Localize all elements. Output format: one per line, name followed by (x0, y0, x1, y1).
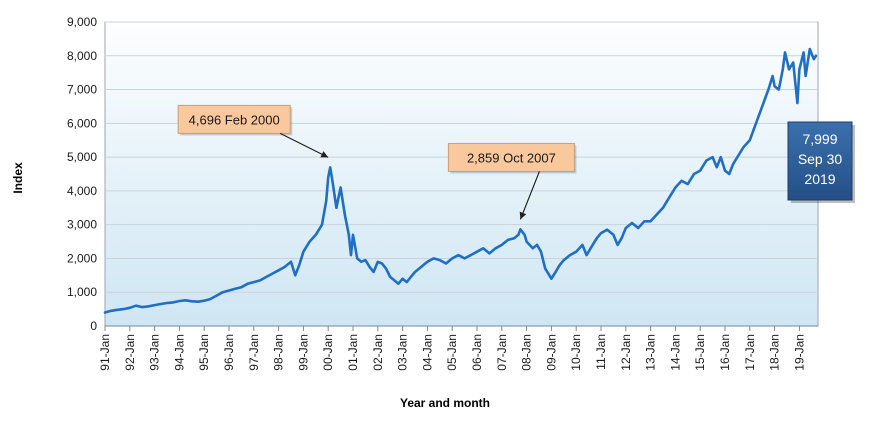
x-tick-label: 15-Jan (693, 334, 707, 371)
callout-box (787, 121, 853, 201)
annotation-arrow (519, 171, 540, 220)
x-tick-label: 12-Jan (619, 334, 633, 371)
y-tick-label: 9,000 (67, 15, 97, 29)
x-tick-label: 05-Jan (445, 334, 459, 371)
x-tick-label: 02-Jan (371, 334, 385, 371)
x-tick-label: 04-Jan (420, 334, 434, 371)
callout-year: 2019 (804, 171, 835, 187)
x-tick-label: 16-Jan (718, 334, 732, 371)
y-tick-label: 0 (90, 319, 97, 333)
y-tick-label: 5,000 (67, 150, 97, 164)
x-tick-label: 03-Jan (396, 334, 410, 371)
plot-area (104, 21, 819, 327)
callout-value: 7,999 (802, 131, 837, 147)
annotation-arrowhead (519, 211, 527, 220)
x-tick-label: 94-Jan (172, 334, 186, 371)
y-tick-label: 1,000 (67, 285, 97, 299)
x-tick-label: 08-Jan (520, 334, 534, 371)
annotation-arrow (279, 132, 329, 158)
x-tick-label: 93-Jan (148, 334, 162, 371)
latest-value-callout: 7,999 Sep 30 2019 (787, 121, 855, 203)
x-tick-label: 99-Jan (296, 334, 310, 371)
y-axis-title: Index (11, 162, 25, 194)
x-tick-label: 95-Jan (197, 334, 211, 371)
x-tick-label: 19-Jan (792, 334, 806, 371)
y-tick-label: 2,000 (67, 251, 97, 265)
callout-date: Sep 30 (798, 151, 843, 167)
x-tick-label: 96-Jan (222, 334, 236, 371)
x-tick-label: 10-Jan (569, 334, 583, 371)
x-tick-label: 97-Jan (247, 334, 261, 371)
series-line-index (103, 47, 818, 314)
x-tick-label: 06-Jan (470, 334, 484, 371)
x-tick-label: 91-Jan (98, 334, 112, 371)
annotation-peak-2007: 2,859 Oct 2007 (447, 142, 577, 220)
x-tick-label: 14-Jan (668, 334, 682, 371)
x-tick-label: 13-Jan (644, 334, 658, 371)
annotation-arrowhead (320, 151, 329, 158)
y-tick-label: 3,000 (67, 218, 97, 232)
x-tick-label: 17-Jan (743, 334, 757, 371)
x-tick-label: 11-Jan (594, 334, 608, 370)
annotation-peak-2000: 4,696 Feb 2000 (177, 104, 329, 158)
annotation-box (447, 142, 575, 172)
x-tick-label: 00-Jan (321, 334, 335, 371)
x-axis-title: Year and month (400, 396, 490, 410)
x-tick-label: 09-Jan (544, 334, 558, 371)
annotation-box (177, 104, 291, 134)
y-tick-label: 7,000 (67, 83, 97, 97)
y-tick-label: 4,000 (67, 184, 97, 198)
x-tick-label: 18-Jan (768, 334, 782, 371)
y-tick-label: 6,000 (67, 116, 97, 130)
x-tick-label: 01-Jan (346, 334, 360, 371)
annotation-label: 4,696 Feb 2000 (189, 112, 280, 127)
x-tick-label: 98-Jan (272, 334, 286, 371)
y-tick-label: 8,000 (67, 49, 97, 63)
x-tick-label: 07-Jan (495, 334, 509, 371)
x-tick-label: 92-Jan (123, 334, 137, 371)
annotation-label: 2,859 Oct 2007 (467, 150, 556, 165)
